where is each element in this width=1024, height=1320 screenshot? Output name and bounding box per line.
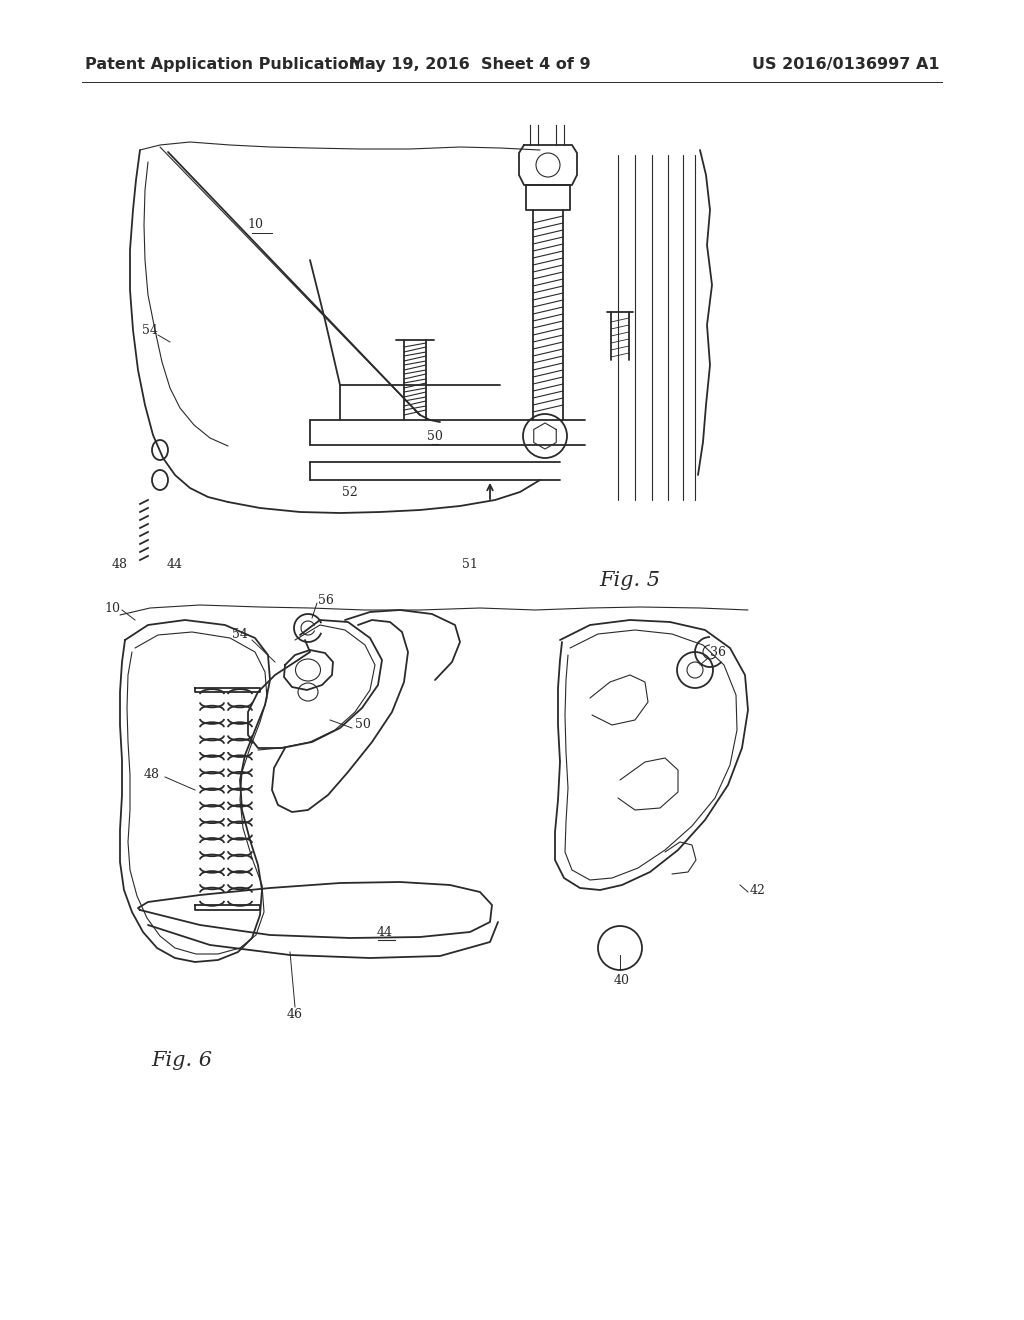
Text: 50: 50 [355,718,371,731]
Text: 40: 40 [614,974,630,986]
Text: 46: 46 [287,1008,303,1022]
Text: 42: 42 [750,883,766,896]
Text: Patent Application Publication: Patent Application Publication [85,58,360,73]
Text: 44: 44 [377,925,393,939]
Text: 54: 54 [142,323,158,337]
Text: 50: 50 [427,429,443,442]
Text: May 19, 2016  Sheet 4 of 9: May 19, 2016 Sheet 4 of 9 [349,58,591,73]
Text: 48: 48 [144,768,160,781]
Text: 10: 10 [247,219,263,231]
Text: 52: 52 [342,486,357,499]
Text: 54: 54 [232,628,248,642]
Text: Fig. 6: Fig. 6 [152,1051,213,1069]
Text: Fig. 5: Fig. 5 [599,570,660,590]
Text: 51: 51 [462,558,478,572]
Text: 56: 56 [318,594,334,606]
Text: 36: 36 [710,645,726,659]
Text: 44: 44 [167,558,183,572]
Text: 10: 10 [104,602,120,615]
Text: US 2016/0136997 A1: US 2016/0136997 A1 [753,58,940,73]
Text: 48: 48 [112,558,128,572]
